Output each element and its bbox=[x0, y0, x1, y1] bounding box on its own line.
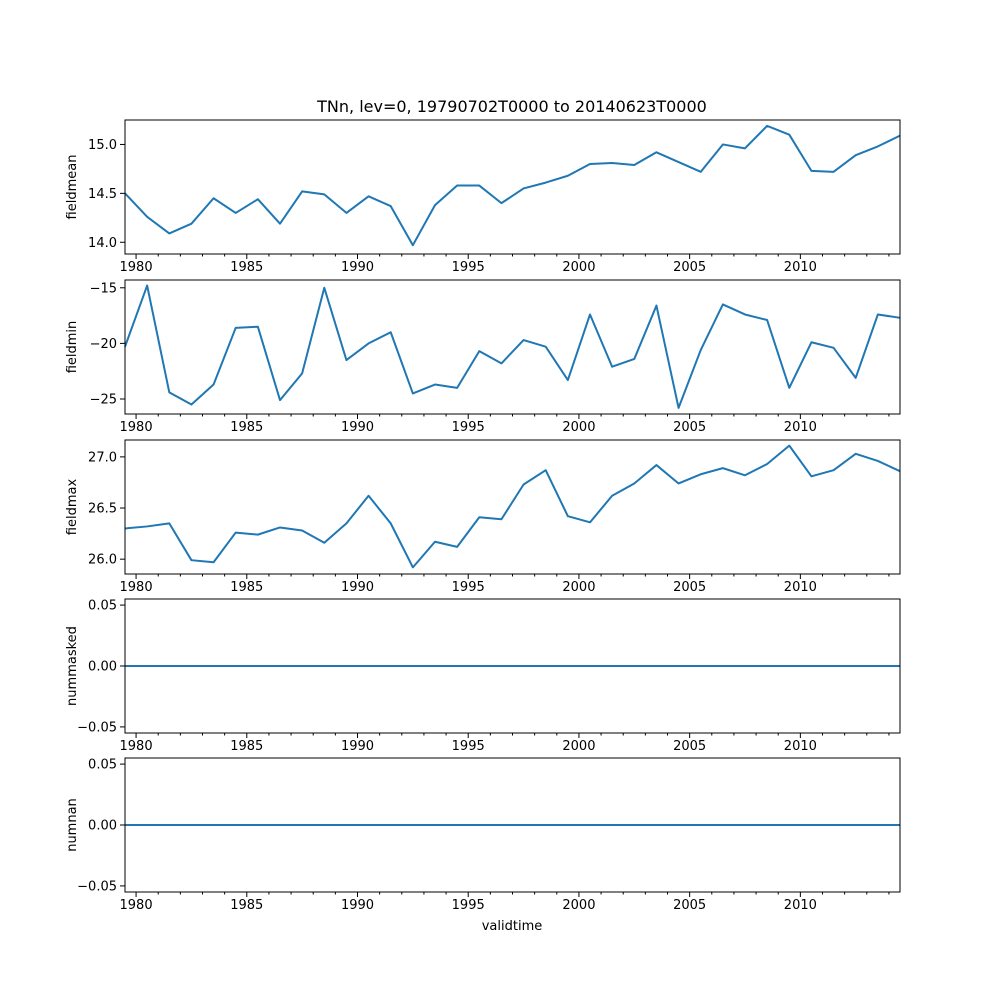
x-tick-label: 1985 bbox=[230, 580, 263, 595]
x-tick-label: 2010 bbox=[784, 580, 817, 595]
y-tick-label: 26.5 bbox=[88, 502, 117, 517]
x-tick-label: 1990 bbox=[341, 739, 374, 754]
x-tick-label: 1980 bbox=[120, 260, 153, 275]
x-tick-label: 1980 bbox=[120, 420, 153, 435]
y-axis-label-numnan: numnan bbox=[65, 798, 80, 852]
y-tick-label: −20 bbox=[90, 337, 117, 352]
x-tick-label: 2005 bbox=[673, 420, 706, 435]
x-tick-label: 1980 bbox=[120, 898, 153, 913]
x-tick-label: 2005 bbox=[673, 580, 706, 595]
x-tick-label: 1985 bbox=[230, 739, 263, 754]
x-tick-label: 1995 bbox=[452, 420, 485, 435]
x-tick-label: 2000 bbox=[562, 420, 595, 435]
x-tick-label: 2005 bbox=[673, 260, 706, 275]
x-tick-label: 2000 bbox=[562, 260, 595, 275]
x-tick-label: 1985 bbox=[230, 260, 263, 275]
x-tick-label: 1995 bbox=[452, 739, 485, 754]
series-line-fieldmin bbox=[124, 284, 901, 409]
x-tick-label: 2010 bbox=[784, 260, 817, 275]
y-tick-label: −0.05 bbox=[77, 879, 117, 894]
y-tick-label: −0.05 bbox=[77, 720, 117, 735]
x-tick-label: 2010 bbox=[784, 420, 817, 435]
series-line-fieldmean bbox=[124, 124, 901, 247]
x-tick-label: 1995 bbox=[452, 898, 485, 913]
y-axis-label-nummasked: nummasked bbox=[65, 626, 80, 706]
y-axis-label-fieldmin: fieldmin bbox=[65, 321, 80, 374]
x-tick-label: 1990 bbox=[341, 420, 374, 435]
x-tick-label: 1990 bbox=[341, 260, 374, 275]
panel-fieldmax: 26.0 26.5 27.0 1980 1985 1990 1995 2000 2005 2010… bbox=[65, 439, 901, 595]
y-tick-label: −25 bbox=[90, 392, 117, 407]
panel-fieldmean: 14.0 14.5 15.0 1980 1985 1990 1995 2000 2005 2010… bbox=[65, 119, 901, 275]
x-tick-label: 1990 bbox=[341, 580, 374, 595]
panels: 14.0 14.5 15.0 1980 1985 1990 1995 2000 2005 2010… bbox=[65, 119, 901, 913]
x-axis-label: validtime bbox=[482, 919, 543, 934]
x-tick-label: 2005 bbox=[673, 898, 706, 913]
y-tick-label: 14.5 bbox=[88, 187, 117, 202]
y-tick-label: 27.0 bbox=[88, 450, 117, 465]
y-tick-label: 0.00 bbox=[88, 819, 117, 834]
x-tick-label: 2000 bbox=[562, 739, 595, 754]
x-tick-label: 2000 bbox=[562, 580, 595, 595]
y-tick-label: 0.00 bbox=[88, 660, 117, 675]
x-tick-label: 1980 bbox=[120, 739, 153, 754]
x-tick-label: 1995 bbox=[452, 580, 485, 595]
x-tick-label: 1985 bbox=[230, 898, 263, 913]
y-tick-label: 0.05 bbox=[88, 599, 117, 614]
panel-fieldmin: −25 −20 −15 1980 1985 1990 1995 2000 2005 2010 fie… bbox=[65, 279, 901, 435]
x-tick-label: 2010 bbox=[784, 898, 817, 913]
y-axis-label-fieldmax: fieldmax bbox=[65, 479, 80, 536]
x-tick-label: 1995 bbox=[452, 260, 485, 275]
y-tick-label: 15.0 bbox=[88, 138, 117, 153]
panel-numnan: −0.05 0.00 0.05 1980 1985 1990 1995 2000 2005 201… bbox=[65, 757, 901, 913]
x-tick-label: 1985 bbox=[230, 420, 263, 435]
y-tick-label: −15 bbox=[90, 281, 117, 296]
y-tick-label: 26.0 bbox=[88, 553, 117, 568]
y-axis-label-fieldmean: fieldmean bbox=[65, 155, 80, 220]
y-tick-label: 0.05 bbox=[88, 758, 117, 773]
series-line-fieldmax bbox=[124, 444, 901, 569]
x-tick-label: 2000 bbox=[562, 898, 595, 913]
panel-nummasked: −0.05 0.00 0.05 1980 1985 1990 1995 2000 2005 201… bbox=[65, 598, 901, 754]
y-tick-label: 14.0 bbox=[88, 236, 117, 251]
x-tick-label: 2005 bbox=[673, 739, 706, 754]
x-tick-label: 1980 bbox=[120, 580, 153, 595]
chart-title: TNn, lev=0, 19790702T0000 to 20140623T00… bbox=[316, 97, 707, 116]
x-tick-label: 2010 bbox=[784, 739, 817, 754]
x-tick-label: 1990 bbox=[341, 898, 374, 913]
